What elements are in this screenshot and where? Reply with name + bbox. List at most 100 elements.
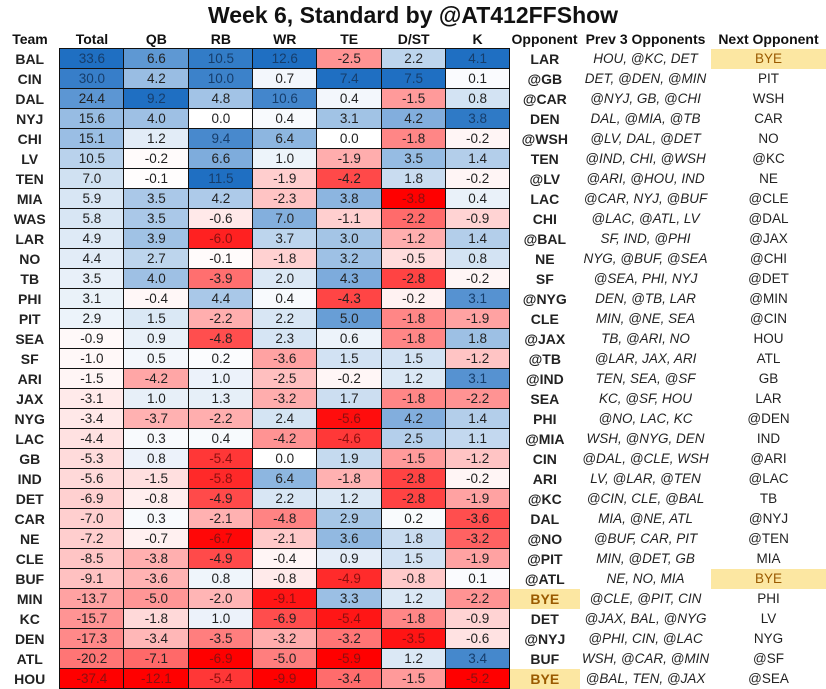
cell-k: -1.2 [445,348,511,369]
next-opponent-cell: LAR [755,391,782,406]
opponent-cell: TEN [530,150,559,167]
cell-dst: 4.2 [381,408,447,429]
cell-k: -3.2 [445,528,511,549]
team-name: ATL [16,650,43,667]
team-name: DAL [15,90,45,107]
table-row: GB -5.3 0.8 -5.4 0.0 1.9 -1.5 -1.2 CIN @DAL, @CLE… [0,448,826,469]
team-name: SF [20,350,39,367]
cell-wr: -3.6 [252,348,318,369]
next-opponent-cell: IND [756,431,781,446]
opponent-cell: @IND [525,370,564,387]
cell-wr: -1.9 [252,168,318,189]
cell-total: 4.9 [59,228,125,249]
cell-total: -8.5 [59,548,125,569]
opponent-cell: @WSH [521,130,568,147]
cell-k: 3.8 [445,108,511,129]
next-opponent-cell: @CHI [750,251,787,266]
team-name: WAS [13,210,46,227]
cell-dst: 1.5 [381,548,447,569]
header-team: Team [12,30,48,47]
prev-opponents-cell: @BAL, TEN, @JAX [585,671,706,686]
cell-dst: 2.2 [381,48,447,69]
cell-qb: 1.5 [123,308,190,329]
cell-te: -4.6 [316,428,383,449]
cell-k: -0.2 [445,168,511,189]
header-prev3: Prev 3 Opponents [585,30,706,47]
cell-k: -0.2 [445,268,511,289]
opponent-cell: @BAL [523,230,567,247]
header-total: Total [75,30,109,47]
cell-qb: -1.5 [123,468,190,489]
cell-dst: 0.2 [381,508,447,529]
team-name: ARI [17,370,42,387]
opponent-cell: @TB [528,350,561,367]
table-row: CHI 15.1 1.2 9.4 6.4 0.0 -1.8 -0.2 @WSH @LV, DAL,… [0,128,826,149]
team-name: TB [20,270,40,287]
cell-te: 3.6 [316,528,383,549]
table-row: CLE -8.5 -3.8 -4.9 -0.4 0.9 1.5 -1.9 @PIT MIN, @D… [0,548,826,569]
table-row: DAL 24.4 9.2 4.8 10.6 0.4 -1.5 0.8 @CAR @NYJ, GB,… [0,88,826,109]
prev-opponents-cell: MIN, @NE, SEA [595,311,696,326]
cell-total: -3.4 [59,408,125,429]
next-opponent-cell: @CLE [748,191,789,206]
cell-total: 2.9 [59,308,125,329]
cell-total: -1.0 [59,348,125,369]
cell-te: -1.8 [316,468,383,489]
next-opponent-cell: @JAX [749,231,788,246]
header-rb: RB [210,30,231,47]
cell-wr: -6.9 [252,608,318,629]
cell-qb: 1.2 [123,128,190,149]
next-opponent-cell: MIA [756,551,781,566]
cell-wr: -2.5 [252,368,318,389]
next-opponent-cell: BYE [711,568,826,589]
team-name: LAC [15,430,45,447]
cell-k: -2.2 [445,588,511,609]
cell-rb: -4.9 [188,488,254,509]
prev-opponents-cell: @SEA, PHI, NYJ [593,271,698,286]
prev-opponents-cell: HOU, @KC, DET [593,51,698,66]
next-opponent-cell: PIT [757,71,779,86]
opponent-cell: CLE [530,310,559,327]
header-dst: D/ST [397,30,430,47]
cell-dst: 1.5 [381,348,447,369]
team-name: NYJ [16,110,44,127]
team-name: KC [19,610,40,627]
opponent-cell: @GB [527,70,563,87]
cell-dst: -2.2 [381,208,447,229]
next-opponent-cell: @DET [748,271,789,286]
cell-qb: -0.1 [123,168,190,189]
cell-k: 3.1 [445,288,511,309]
cell-te: -0.2 [316,368,383,389]
cell-dst: -0.8 [381,568,447,589]
cell-te: 3.8 [316,188,383,209]
cell-total: -3.1 [59,388,125,409]
cell-qb: 2.7 [123,248,190,269]
cell-te: -4.9 [316,568,383,589]
prev-opponents-cell: MIA, @NE, ATL [598,511,693,526]
cell-qb: -3.7 [123,408,190,429]
cell-wr: 6.4 [252,128,318,149]
opponent-cell: @NO [527,530,563,547]
cell-wr: 6.4 [252,468,318,489]
cell-rb: -2.2 [188,308,254,329]
opponent-cell: SF [535,270,554,287]
cell-total: 3.1 [59,288,125,309]
cell-qb: -3.8 [123,548,190,569]
prev-opponents-cell: @NYJ, GB, @CHI [590,91,701,106]
cell-k: 3.4 [445,648,511,669]
cell-wr: -2.3 [252,188,318,209]
cell-te: -5.6 [316,408,383,429]
cell-rb: -6.9 [188,648,254,669]
cell-dst: -1.5 [381,88,447,109]
cell-total: 24.4 [59,88,125,109]
cell-rb: 0.8 [188,568,254,589]
cell-dst: 3.5 [381,148,447,169]
matchup-heatmap-table: Team Total QB RB WR TE D/ST K Opponent P… [0,29,826,689]
table-row: NE -7.2 -0.7 -6.7 -2.1 3.6 1.8 -3.2 @NO @BUF, CAR… [0,528,826,549]
cell-wr: 12.6 [252,48,318,69]
table-row: KC -15.7 -1.8 1.0 -6.9 -5.4 -1.8 -0.9 DET @JAX, B… [0,608,826,629]
opponent-cell: @LV [529,170,561,187]
cell-wr: 2.2 [252,488,318,509]
cell-te: 3.1 [316,108,383,129]
cell-dst: 1.2 [381,648,447,669]
